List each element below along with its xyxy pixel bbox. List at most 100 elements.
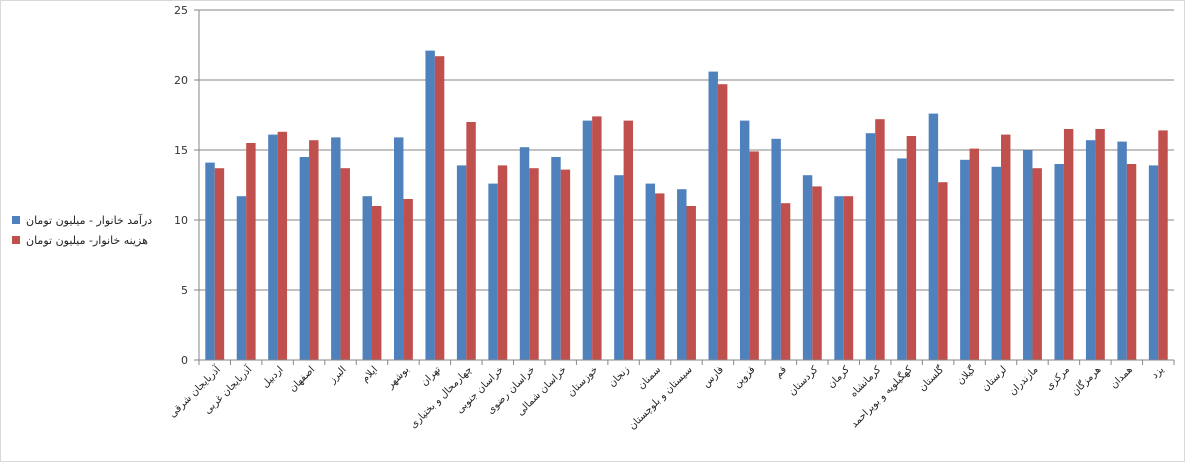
bar-income [708, 71, 718, 360]
bar-income [645, 183, 656, 360]
bar-income [425, 50, 435, 360]
bar-income [960, 159, 970, 360]
y-axis-ticks: 0 5 10 15 20 25 [174, 4, 199, 367]
bar-expense [277, 131, 288, 360]
x-tick-label: سمنان [636, 364, 663, 391]
x-tick-label: گلستان [916, 363, 946, 393]
bar-expense [938, 182, 948, 360]
bar-expense [1001, 134, 1011, 360]
bar-income [1023, 150, 1033, 360]
x-tick-label: ایلام [360, 364, 380, 384]
bar-income [1148, 165, 1159, 360]
bar-income [456, 165, 467, 360]
bar-expense [309, 140, 319, 360]
bar-expense [906, 136, 917, 360]
bar-income [802, 175, 813, 360]
bar-expense [1063, 129, 1074, 360]
legend-item-income: درآمد خانوار - میلیون تومان [12, 210, 152, 230]
y-tick-label: 25 [174, 4, 188, 17]
bar-income [1054, 164, 1064, 360]
bar-income [299, 157, 310, 360]
bar-expense [1126, 164, 1137, 360]
legend-item-expense: هزینه خانوار- میلیون تومان [12, 230, 152, 250]
bar-expense [749, 151, 759, 360]
bar-income [739, 120, 750, 360]
bar-income [488, 183, 498, 360]
bar-expense [812, 186, 822, 360]
x-tick-label: زنجان [607, 364, 632, 389]
bar-expense [1158, 130, 1168, 360]
y-tick-label: 20 [174, 74, 188, 87]
bar-expense [780, 203, 791, 360]
x-tick-label: اصفهان [287, 364, 317, 394]
bar-expense [497, 165, 508, 360]
bar-income [551, 157, 561, 360]
bar-expense [371, 206, 382, 360]
bar-income [205, 162, 215, 360]
legend-label-expense: هزینه خانوار- میلیون تومان [26, 233, 148, 247]
bar-expense [340, 168, 350, 360]
bar-income [582, 120, 593, 360]
bar-income [1117, 141, 1127, 360]
bar-income [394, 137, 404, 360]
bar-income [865, 133, 876, 360]
bars [205, 50, 1168, 361]
x-tick-label: بوشهر [384, 364, 411, 391]
x-tick-label: فارس [701, 364, 727, 390]
bar-expense [214, 168, 225, 360]
bar-expense [843, 196, 854, 360]
y-tick-label: 10 [174, 214, 188, 227]
bar-expense [875, 119, 885, 360]
legend-swatch-income [12, 216, 20, 224]
y-tick-label: 5 [181, 284, 188, 297]
bar-expense [623, 120, 634, 360]
bar-expense [466, 122, 476, 360]
bar-income [331, 137, 341, 360]
bar-income [928, 113, 939, 360]
bar-expense [1095, 129, 1105, 360]
bar-expense [1032, 168, 1042, 360]
x-tick-label: گیلان [954, 363, 978, 387]
bar-income [991, 166, 1002, 360]
legend-swatch-expense [12, 236, 20, 244]
x-tick-label: قزوین [732, 364, 758, 390]
x-tick-label: البرز [327, 364, 349, 386]
x-tick-label: هرمزگان [1069, 364, 1104, 399]
legend-label-income: درآمد خانوار - میلیون تومان [26, 213, 153, 227]
x-tick-label: یزد [1150, 364, 1167, 381]
bar-expense [717, 84, 728, 360]
bar-income [614, 175, 624, 360]
bar-expense [403, 199, 413, 360]
x-tick-label: همدان [1108, 364, 1134, 390]
x-tick-label: کرمان [826, 364, 852, 390]
y-tick-label: 0 [181, 354, 188, 367]
bar-income [897, 158, 907, 360]
bar-expense [434, 56, 445, 360]
bar-expense [529, 168, 539, 360]
y-tick-label: 15 [174, 144, 188, 157]
bar-income [268, 134, 278, 360]
bar-expense [592, 116, 602, 361]
bar-expense [655, 193, 665, 360]
bar-income [519, 147, 530, 360]
x-tick-label: لرستان [980, 364, 1009, 393]
bar-income [677, 189, 687, 360]
bar-income [834, 196, 844, 360]
x-tick-label: مرکزی [1044, 364, 1072, 392]
bar-expense [560, 169, 571, 360]
bar-income [362, 196, 372, 360]
x-tick-label: قم [773, 364, 789, 380]
bar-income [1085, 140, 1096, 360]
legend: درآمد خانوار - میلیون تومان هزینه خانوار… [12, 210, 152, 250]
x-tick-label: اردبیل [260, 364, 286, 390]
bar-income [771, 138, 781, 360]
bar-income [236, 196, 247, 360]
x-tick-label: تهران [419, 364, 443, 388]
x-axis [198, 10, 1175, 365]
bar-expense [686, 206, 696, 360]
bar-expense [246, 143, 256, 360]
x-tick-label: کردستان [787, 364, 821, 398]
bar-expense [969, 148, 979, 360]
